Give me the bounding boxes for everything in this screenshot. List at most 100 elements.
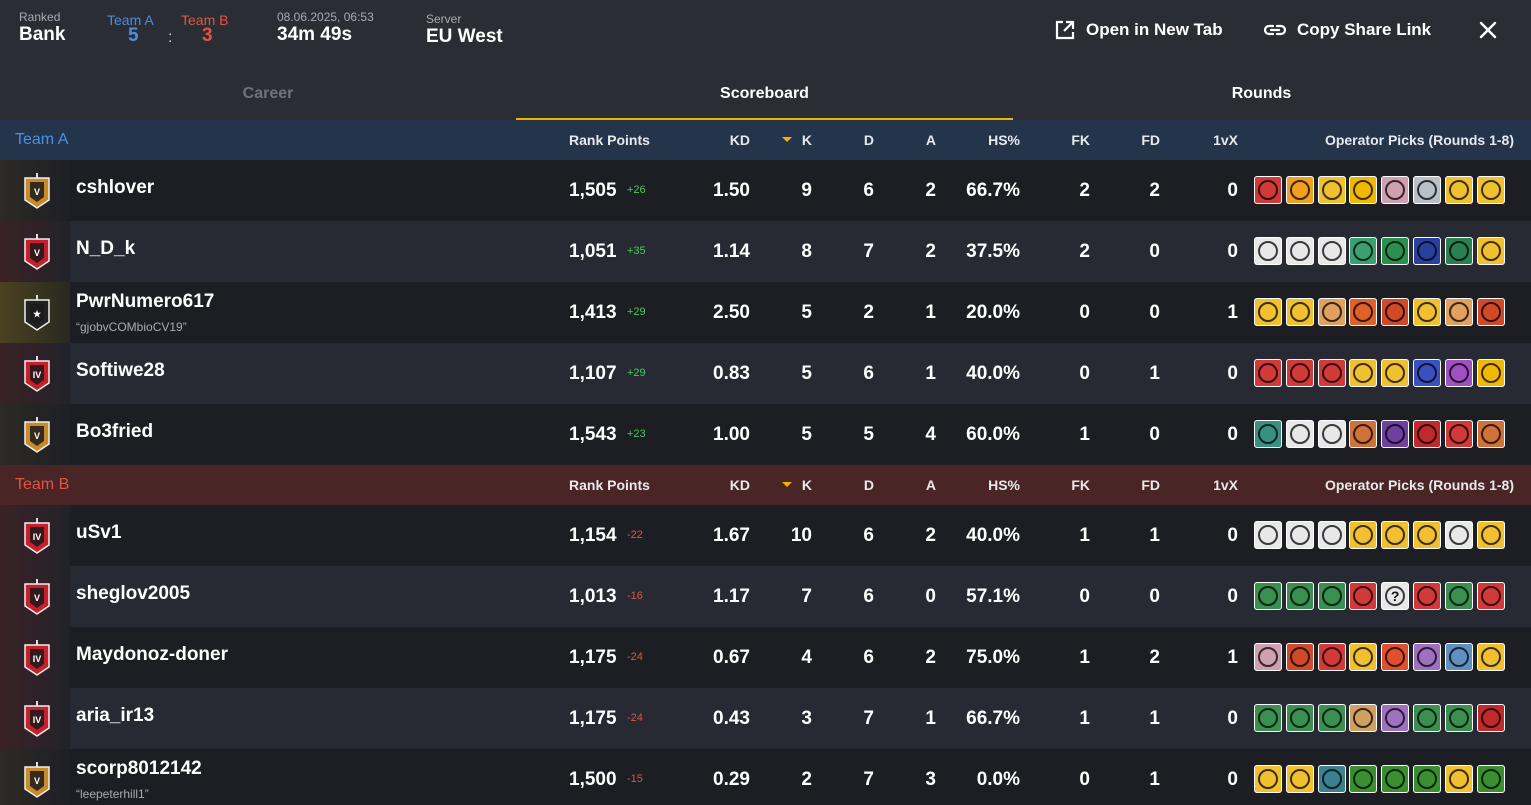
operator-icon[interactable]: [1444, 176, 1473, 204]
operator-icon[interactable]: [1412, 176, 1441, 204]
operator-icon[interactable]: [1381, 765, 1410, 793]
operator-icon[interactable]: [1381, 359, 1410, 387]
operator-icon[interactable]: [1349, 237, 1378, 265]
col-hs[interactable]: HS%: [988, 132, 1020, 148]
operator-icon[interactable]: [1254, 521, 1282, 549]
col-1vx[interactable]: 1vX: [1213, 477, 1238, 493]
col-hs[interactable]: HS%: [988, 477, 1020, 493]
operator-icon[interactable]: [1254, 298, 1282, 326]
operator-icon[interactable]: [1349, 176, 1378, 204]
player-row[interactable]: IV aria_ir13 1,175 -24 0.43 3 7 1 66.7% 1 1 0: [0, 688, 1531, 749]
operator-icon[interactable]: [1254, 704, 1282, 732]
operator-icon[interactable]: [1285, 704, 1314, 732]
col-fk[interactable]: FK: [1071, 132, 1090, 148]
operator-icon[interactable]: [1381, 176, 1410, 204]
operator-icon[interactable]: [1317, 582, 1346, 610]
operator-icon[interactable]: [1476, 521, 1505, 549]
col-k[interactable]: K: [801, 132, 812, 148]
operator-icon[interactable]: [1254, 765, 1282, 793]
operator-icon[interactable]: [1349, 420, 1378, 448]
operator-icon[interactable]: [1476, 298, 1505, 326]
operator-icon[interactable]: [1254, 420, 1282, 448]
player-row[interactable]: IV Softiwe28 1,107 +29 0.83 5 6 1 40.0% 0 1 0: [0, 343, 1531, 404]
player-name[interactable]: aria_ir13: [76, 705, 155, 726]
player-row[interactable]: V Bo3fried 1,543 +23 1.00 5 5 4 60.0% 1 0 0: [0, 404, 1531, 465]
operator-icon[interactable]: [1444, 298, 1473, 326]
operator-icon[interactable]: [1317, 237, 1346, 265]
tab-scoreboard[interactable]: Scoreboard: [516, 68, 1013, 120]
operator-icon[interactable]: [1349, 704, 1378, 732]
col-kd[interactable]: KD: [729, 477, 750, 493]
operator-icon[interactable]: [1412, 420, 1441, 448]
col-d[interactable]: D: [863, 132, 874, 148]
operator-icon[interactable]: [1285, 582, 1314, 610]
operator-icon[interactable]: [1381, 643, 1410, 671]
operator-icon[interactable]: [1381, 298, 1410, 326]
operator-icon[interactable]: [1317, 643, 1346, 671]
operator-icon[interactable]: [1412, 643, 1441, 671]
open-new-tab-button[interactable]: Open in New Tab: [1054, 16, 1223, 44]
operator-icon[interactable]: [1285, 420, 1314, 448]
operator-icon[interactable]: [1349, 582, 1378, 610]
player-name[interactable]: Maydonoz-doner: [76, 644, 228, 665]
tab-rounds[interactable]: Rounds: [1013, 68, 1510, 120]
operator-icon[interactable]: [1254, 176, 1282, 204]
player-row[interactable]: V N_D_k 1,051 +35 1.14 8 7 2 37.5% 2 0 0: [0, 221, 1531, 282]
col-fk[interactable]: FK: [1071, 477, 1090, 493]
col-rank-points[interactable]: Rank Points: [569, 477, 650, 493]
operator-icon[interactable]: [1412, 359, 1441, 387]
operator-icon[interactable]: [1381, 237, 1410, 265]
tab-career[interactable]: Career: [20, 68, 516, 120]
operator-icon[interactable]: [1285, 521, 1314, 549]
operator-icon[interactable]: ?: [1381, 582, 1410, 610]
operator-icon[interactable]: [1412, 765, 1441, 793]
operator-icon[interactable]: [1444, 643, 1473, 671]
col-a[interactable]: A: [925, 477, 936, 493]
operator-icon[interactable]: [1476, 582, 1505, 610]
player-name[interactable]: Bo3fried: [76, 421, 154, 442]
operator-icon[interactable]: [1476, 704, 1505, 732]
col-fd[interactable]: FD: [1141, 477, 1160, 493]
operator-icon[interactable]: [1381, 521, 1410, 549]
copy-share-link-button[interactable]: Copy Share Link: [1263, 16, 1431, 44]
col-fd[interactable]: FD: [1141, 132, 1160, 148]
operator-icon[interactable]: [1349, 643, 1378, 671]
col-d[interactable]: D: [863, 477, 874, 493]
operator-icon[interactable]: [1444, 521, 1473, 549]
operator-icon[interactable]: [1412, 298, 1441, 326]
player-name[interactable]: Softiwe28: [76, 360, 165, 381]
operator-icon[interactable]: [1285, 176, 1314, 204]
operator-icon[interactable]: [1285, 298, 1314, 326]
operator-icon[interactable]: [1349, 359, 1378, 387]
operator-icon[interactable]: [1476, 643, 1505, 671]
operator-icon[interactable]: [1444, 704, 1473, 732]
operator-icon[interactable]: [1285, 237, 1314, 265]
operator-icon[interactable]: [1254, 359, 1282, 387]
operator-icon[interactable]: [1412, 582, 1441, 610]
player-name[interactable]: N_D_k: [76, 238, 136, 259]
operator-icon[interactable]: [1317, 704, 1346, 732]
operator-icon[interactable]: [1476, 359, 1505, 387]
operator-icon[interactable]: [1317, 298, 1346, 326]
operator-icon[interactable]: [1476, 237, 1505, 265]
operator-icon[interactable]: [1476, 176, 1505, 204]
operator-icon[interactable]: [1317, 176, 1346, 204]
operator-icon[interactable]: [1317, 765, 1346, 793]
operator-icon[interactable]: [1381, 420, 1410, 448]
operator-icon[interactable]: [1412, 521, 1441, 549]
operator-icon[interactable]: [1317, 359, 1346, 387]
operator-icon[interactable]: [1476, 420, 1505, 448]
operator-icon[interactable]: [1444, 765, 1473, 793]
operator-icon[interactable]: [1476, 765, 1505, 793]
player-name[interactable]: uSv1: [76, 522, 122, 543]
operator-icon[interactable]: [1412, 237, 1441, 265]
player-name[interactable]: scorp8012142: [76, 758, 202, 779]
col-rank-points[interactable]: Rank Points: [569, 132, 650, 148]
player-row[interactable]: IV Maydonoz-doner 1,175 -24 0.67 4 6 2 75.0% 1 2 1: [0, 627, 1531, 688]
operator-icon[interactable]: [1317, 521, 1346, 549]
operator-icon[interactable]: [1254, 237, 1282, 265]
col-1vx[interactable]: 1vX: [1213, 132, 1238, 148]
